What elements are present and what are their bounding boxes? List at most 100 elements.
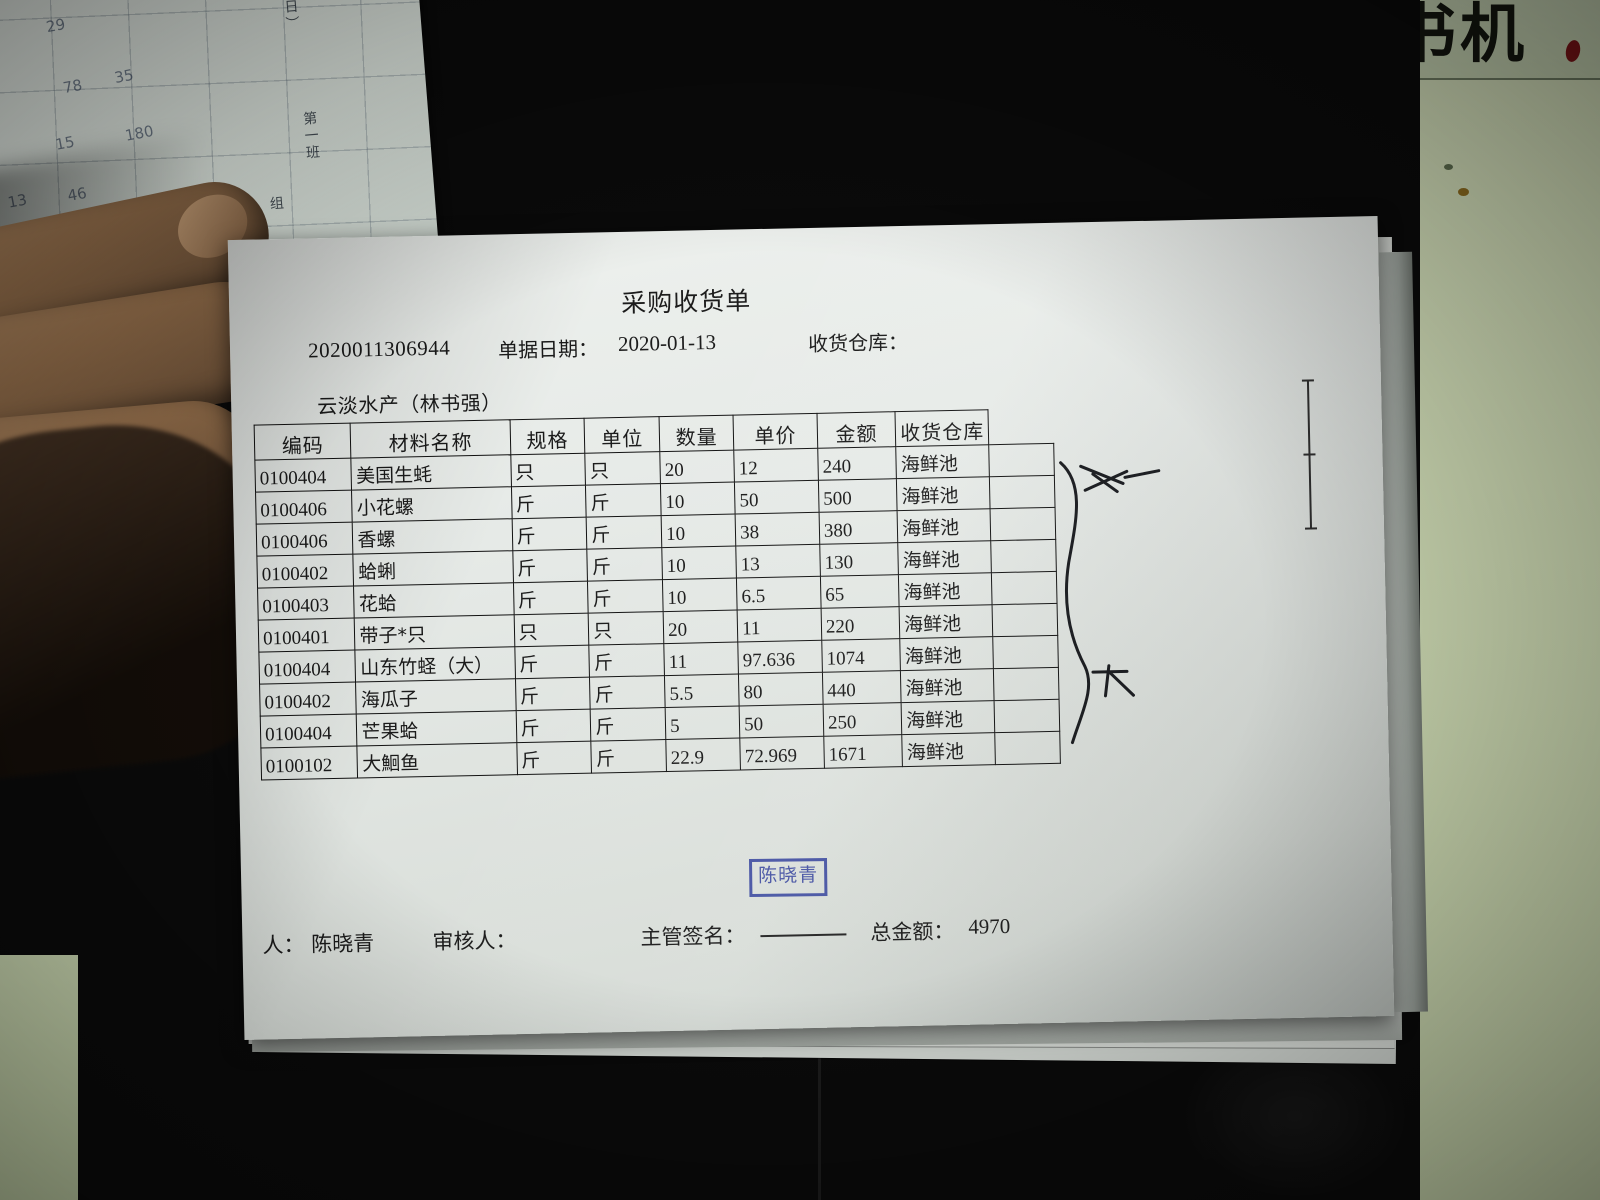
background-wall: [1418, 0, 1600, 1200]
cell-name: 香螺: [352, 518, 513, 555]
cell-name: 美国生蚝: [351, 454, 512, 491]
cell-spec: 斤: [516, 741, 592, 775]
cell-annotation: [995, 731, 1061, 765]
cell-unit: 斤: [591, 739, 667, 774]
document-title: 采购收货单: [620, 286, 752, 318]
cell-qty: 10: [661, 546, 737, 580]
cell-price: 38: [735, 512, 820, 547]
notebook-scribble: 35: [112, 65, 135, 87]
cell-amount: 65: [820, 574, 900, 609]
col-header-amount: 金额: [816, 411, 896, 449]
cell-spec: 斤: [514, 645, 590, 679]
cell-unit: 斤: [587, 579, 664, 614]
margin-tick-mid: [1303, 453, 1316, 456]
order-number: 2020011306944: [307, 335, 451, 363]
cell-amount: 380: [819, 510, 898, 545]
cell-name: 山东竹蛏（大）: [355, 646, 516, 683]
cell-qty: 20: [663, 610, 738, 644]
col-header-unit: 单位: [584, 416, 660, 454]
cell-unit: 斤: [585, 483, 662, 518]
cell-name: 花蛤: [353, 582, 514, 619]
cell-price: 80: [738, 672, 824, 707]
cell-annotation: [990, 507, 1056, 541]
cell-code: 0100402: [259, 682, 357, 717]
col-header-price: 单价: [733, 413, 818, 451]
maker-field: 人： 陈晓青: [262, 931, 375, 958]
cell-annotation: [993, 667, 1060, 701]
cell-unit: 斤: [590, 707, 666, 742]
col-header-name: 材料名称: [350, 419, 511, 459]
cell-name: 芒果蛤: [356, 710, 517, 747]
cell-amount: 440: [822, 670, 902, 705]
date-label: 单据日期：: [497, 336, 599, 363]
cell-unit: 斤: [589, 643, 665, 678]
table-body: 0100404 美国生蚝只只 20 12 240 海鲜池 0100406 小花螺斤斤 10 50 5…: [254, 443, 1061, 781]
cell-amount: 250: [823, 702, 902, 737]
notebook-vertical-label: （日）: [280, 0, 300, 34]
cell-annotation: [994, 699, 1060, 733]
col-header-qty: 数量: [659, 415, 734, 452]
cell-warehouse: 海鲜池: [899, 604, 994, 639]
cell-code: 0100404: [258, 650, 356, 685]
cell-annotation: [991, 539, 1057, 573]
cell-price: 6.5: [736, 576, 822, 611]
cell-name: 小花螺: [351, 486, 512, 523]
cell-qty: 10: [660, 482, 736, 516]
cell-unit: 斤: [589, 675, 666, 710]
cell-unit: 斤: [587, 547, 663, 582]
supervisor-field: 主管签名：: [640, 923, 746, 950]
cell-warehouse: 海鲜池: [897, 540, 992, 575]
cell-name: 大鮰鱼: [357, 742, 518, 779]
cell-amount: 220: [821, 606, 900, 641]
cell-spec: 斤: [515, 709, 592, 743]
cell-spec: 斤: [513, 581, 589, 615]
cell-code: 0100406: [256, 522, 354, 557]
supplier-name: 云淡水产（林书强）: [316, 390, 502, 419]
signature-line: [760, 933, 847, 938]
date-value: 2020-01-13: [617, 329, 717, 356]
col-header-annotation: [988, 408, 1053, 444]
cell-code: 0100404: [254, 458, 352, 493]
cell-name: 带子*只: [354, 614, 515, 651]
cell-code: 0100102: [260, 746, 358, 781]
cell-name: 海瓜子: [355, 678, 516, 715]
cell-spec: 斤: [515, 677, 591, 711]
col-header-code: 编码: [254, 423, 352, 461]
notebook-scribble: 15: [53, 132, 77, 154]
cell-amount: 1074: [821, 638, 901, 673]
cell-spec: 斤: [511, 517, 588, 551]
cell-name: 蛤蜊: [353, 550, 514, 587]
cell-unit: 只: [588, 611, 664, 646]
cell-warehouse: 海鲜池: [901, 700, 996, 735]
cell-annotation: [989, 475, 1056, 509]
cell-warehouse: 海鲜池: [901, 732, 996, 767]
cell-price: 12: [733, 448, 819, 483]
desk-seam: [818, 1044, 821, 1200]
cell-warehouse: 海鲜池: [898, 572, 993, 607]
document-footer: 人： 陈晓青 审核人： 主管签名： 总金额： 4970: [242, 906, 1392, 958]
cell-price: 13: [735, 544, 821, 579]
cell-amount: 1671: [823, 734, 903, 769]
cell-warehouse: 海鲜池: [899, 636, 994, 671]
wall-sign: 书机: [1386, 0, 1600, 80]
purchase-receipt-document: 采购收货单 2020011306944 单据日期： 2020-01-13 收货仓…: [227, 216, 1395, 1040]
total-value: 4970: [968, 913, 1011, 939]
cell-price: 72.969: [739, 736, 825, 771]
cell-code: 0100402: [256, 554, 354, 589]
paper-stack: 采购收货单 2020011306944 单据日期： 2020-01-13 收货仓…: [227, 216, 1428, 1064]
cell-qty: 10: [662, 578, 738, 612]
document-meta-row: 2020011306944 单据日期： 2020-01-13 收货仓库：: [230, 316, 1380, 363]
cell-spec: 只: [513, 613, 590, 647]
cell-code: 0100403: [257, 586, 355, 621]
cell-code: 0100401: [258, 618, 356, 653]
cell-annotation: [991, 571, 1058, 605]
wall-sign-dot: [1563, 38, 1583, 64]
cell-unit: 只: [585, 451, 661, 486]
desk-sheen: [1180, 1060, 1410, 1200]
cell-spec: 只: [510, 453, 586, 487]
approval-stamp: 陈晓青: [748, 858, 828, 898]
cell-price: 50: [734, 480, 820, 515]
cell-unit: 斤: [586, 515, 662, 550]
cell-amount: 240: [817, 446, 897, 481]
